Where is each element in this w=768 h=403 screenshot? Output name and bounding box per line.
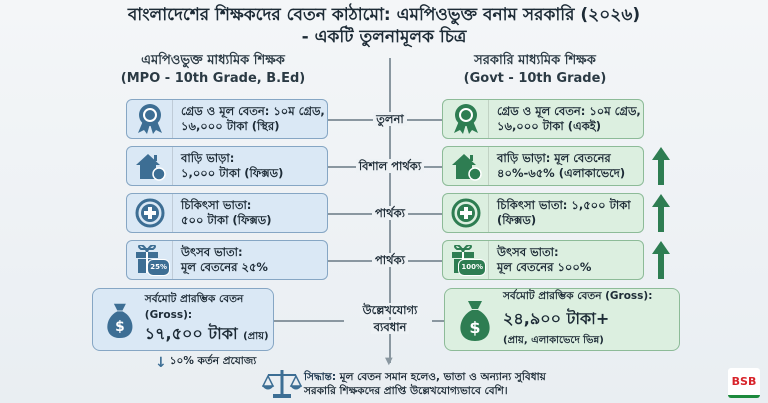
right-row-line-2: ৪০%-৬৫% (এলাকাভেদে) (497, 166, 626, 180)
left-row-line-2: ৫০০ টাকা (ফিক্সড) (181, 213, 272, 227)
title-line-1: বাংলাদেশের শিক্ষকদের বেতন কাঠামো: এমপিওভ… (127, 5, 641, 25)
comparison-text: তুলনা (373, 112, 407, 126)
percent-badge: 100% (458, 259, 486, 276)
money-bag-icon: $ (460, 300, 490, 341)
left-total-note: (প্রায়) (243, 330, 269, 342)
left-row-line-2: ১,০০০ টাকা (ফিক্সড) (181, 166, 284, 180)
left-column-header: এমপিওভুক্ত মাধ্যমিক শিক্ষক (MPO - 10th G… (93, 52, 333, 88)
row-comparison-label: তুলনা (340, 111, 440, 130)
percent-badge: 25% (147, 259, 170, 276)
row-comparison-label: পার্থক্য (340, 205, 440, 224)
medical-plus-icon (443, 194, 489, 232)
right-total-amount: ২৪,৯০০ টাকা+ (503, 309, 610, 328)
right-row-line-2: ১৬,০০০ টাকা (একই) (497, 119, 602, 133)
right-total-box: $ সর্বমোট প্রারম্ভিক বেতন (Gross): ২৪,৯০… (444, 288, 680, 351)
conclusion-label: সিদ্ধান্ত: (304, 371, 337, 383)
award-ribbon-icon (443, 100, 489, 138)
left-header-subtitle: (MPO - 10th Grade, B.Ed) (120, 71, 306, 86)
conclusion-line-2: সরকারি শিক্ষকদের প্রাপ্তি উল্লেখযোগ্যভাব… (304, 385, 508, 397)
medical-plus-icon (127, 194, 173, 232)
row-comparison-label: বিশাল পার্থক্য (340, 158, 440, 177)
total-comparison-label: উল্লেখযোগ্য ব্যবধান (340, 302, 440, 336)
left-header-title: এমপিওভুক্ত মাধ্যমিক শিক্ষক (141, 53, 285, 68)
right-row-line-2: (ফিক্সড) (497, 213, 537, 227)
arrow-up-icon (652, 147, 670, 185)
row-comparison-label: পার্থক্য (340, 252, 440, 271)
left-row-box: বাড়ি ভাড়া: ১,০০০ টাকা (ফিক্সড) (126, 146, 328, 186)
page-title: বাংলাদেশের শিক্ষকদের বেতন কাঠামো: এমপিওভ… (0, 4, 768, 48)
left-row-line-2: ১৬,০০০ টাকা (স্থির) (181, 119, 280, 133)
arrow-down-icon: ↓ (155, 354, 167, 371)
right-total-label: সর্বমোট প্রারম্ভিক বেতন (Gross): (503, 290, 653, 302)
deduction-text: ১০% কর্তন প্রযোজ্য (169, 355, 257, 367)
title-line-2: - একটি তুলনামূলক চিত্র (301, 27, 467, 47)
right-column-header: সরকারি মাধ্যমিক শিক্ষক (Govt - 10th Grad… (415, 52, 655, 88)
left-row-box: গ্রেড ও মূল বেতন: ১০ম গ্রেড, ১৬,০০০ টাকা… (126, 99, 328, 139)
right-row-line-1: বাড়ি ভাড়া: মূল বেতনের (497, 151, 611, 165)
arrow-down-icon: ▼ (385, 356, 393, 367)
total-middle-line-1: উল্লেখযোগ্য (359, 303, 421, 317)
right-row-line-1: গ্রেড ও মূল বেতন: ১০ম গ্রেড, (497, 104, 641, 118)
right-total-note: (প্রায়, এলাকাভেদে ভিন্ন) (503, 335, 604, 346)
conclusion-line-1: মূল বেতন সমান হলেও, ভাতা ও অন্যান্য সুবি… (336, 371, 546, 383)
deduction-note: ↓ ১০% কর্তন প্রযোজ্য (155, 354, 256, 371)
logo: BSB (728, 368, 760, 398)
svg-text:$: $ (469, 318, 480, 337)
connector-line (274, 320, 344, 322)
left-row-line-1: উৎসব ভাতা: (181, 245, 243, 259)
arrow-up-icon (652, 194, 670, 232)
left-total-label: সর্বমোট প্রারম্ভিক বেতন (Gross): (144, 292, 244, 321)
scale-balance-icon (262, 370, 302, 398)
left-row-line-1: চিকিৎসা ভাতা: (181, 198, 252, 212)
arrow-up-icon (652, 241, 670, 279)
svg-text:$: $ (115, 319, 125, 335)
right-row-line-1: উৎসব ভাতা: (497, 245, 559, 259)
money-bag-icon: $ (107, 303, 133, 338)
right-row-line-2: মূল বেতনের ১০০% (497, 260, 592, 274)
left-row-line-1: গ্রেড ও মূল বেতন: ১০ম গ্রেড, (181, 104, 325, 118)
house-icon (127, 147, 173, 185)
house-icon (443, 147, 489, 185)
conclusion: সিদ্ধান্ত: মূল বেতন সমান হলেও, ভাতা ও অন… (304, 370, 546, 398)
gift-icon: 25% (127, 241, 173, 279)
left-total-box: $ সর্বমোট প্রারম্ভিক বেতন (Gross): ১৭,৫০… (92, 288, 274, 351)
left-total-amount: ১৭,৫০০ টাকা (144, 323, 238, 343)
left-row-line-1: বাড়ি ভাড়া: (181, 151, 235, 165)
right-row-box: গ্রেড ও মূল বেতন: ১০ম গ্রেড, ১৬,০০০ টাকা… (442, 99, 644, 139)
left-row-box: 25% উৎসব ভাতা: মূল বেতনের ২৫% (126, 240, 328, 280)
logo-text: BSB (731, 375, 757, 388)
right-row-box: বাড়ি ভাড়া: মূল বেতনের ৪০%-৬৫% (এলাকাভে… (442, 146, 644, 186)
comparison-text: বিশাল পার্থক্য (355, 159, 425, 173)
left-row-box: চিকিৎসা ভাতা: ৫০০ টাকা (ফিক্সড) (126, 193, 328, 233)
comparison-text: পার্থক্য (372, 206, 408, 220)
total-middle-line-2: ব্যবধান (370, 320, 410, 334)
right-header-title: সরকারি মাধ্যমিক শিক্ষক (474, 53, 596, 68)
right-row-box: চিকিৎসা ভাতা: ১,৫০০ টাকা (ফিক্সড) (442, 193, 644, 233)
left-row-line-2: মূল বেতনের ২৫% (181, 260, 268, 274)
right-row-line-1: চিকিৎসা ভাতা: ১,৫০০ টাকা (497, 198, 631, 212)
right-header-subtitle: (Govt - 10th Grade) (463, 71, 607, 86)
comparison-text: পার্থক্য (372, 253, 408, 267)
award-ribbon-icon (127, 100, 173, 138)
connector-line (432, 320, 444, 322)
gift-icon: 100% (443, 241, 489, 279)
right-row-box: 100% উৎসব ভাতা: মূল বেতনের ১০০% (442, 240, 644, 280)
